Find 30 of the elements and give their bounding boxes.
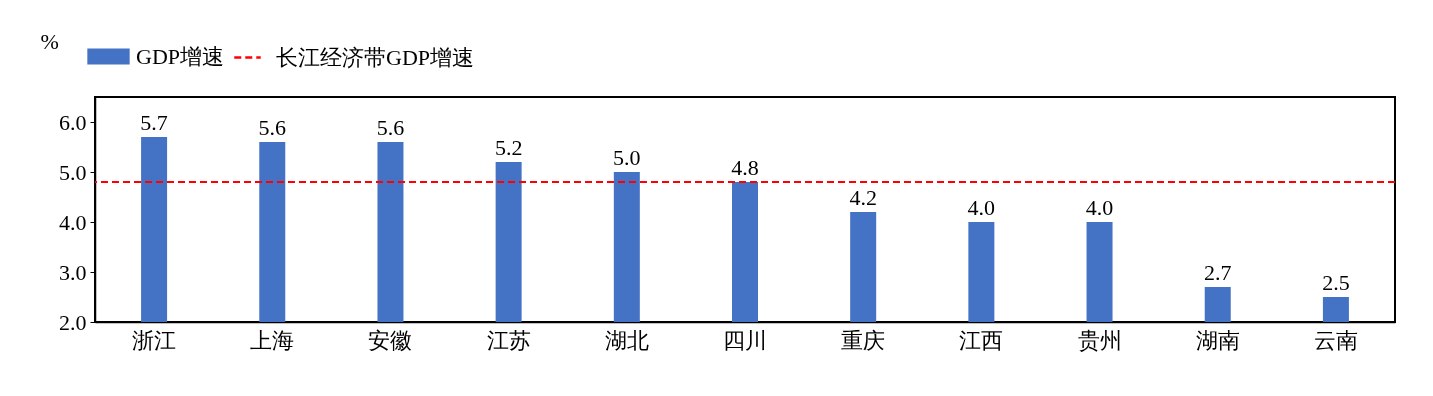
x-tick-label: 湖北 — [604, 327, 649, 353]
text: 5.2 — [494, 135, 523, 160]
legend-label: 长江经济带GDP增速 — [276, 44, 475, 70]
y-tick-label: 5.0 — [59, 159, 87, 185]
text: 2.7 — [1203, 260, 1232, 285]
y-tick-label: 3.0 — [59, 259, 87, 285]
x-tick-label: 四川 — [723, 327, 767, 353]
text: 4.2 — [849, 185, 877, 210]
x-tick-label: 浙江 — [132, 327, 177, 353]
text: 4.0 — [1085, 195, 1114, 220]
y-tick-label: 2.0 — [59, 309, 87, 335]
text: 4.0 — [967, 195, 996, 220]
x-tick-label: 湖南 — [1195, 327, 1240, 353]
text: 5.6 — [258, 115, 287, 140]
x-tick-label: 上海 — [250, 327, 295, 353]
x-tick-label: 江西 — [959, 327, 1004, 353]
y-tick-label: 6.0 — [59, 109, 87, 135]
x-tick-label: 云南 — [1313, 327, 1358, 353]
x-tick-label: 贵州 — [1077, 327, 1122, 353]
text: 5.0 — [613, 145, 641, 170]
text: 5.6 — [376, 115, 405, 140]
text: 5.7 — [140, 110, 168, 135]
legend-label: GDP增速 — [136, 43, 225, 69]
y-axis-title: % — [40, 28, 59, 54]
x-tick-label: 江苏 — [486, 327, 531, 353]
y-tick-label: 4.0 — [59, 209, 87, 235]
x-tick-label: 重庆 — [841, 327, 886, 353]
text: 2.5 — [1322, 270, 1350, 295]
text: 4.8 — [731, 155, 759, 180]
x-tick-label: 安徽 — [368, 327, 413, 353]
